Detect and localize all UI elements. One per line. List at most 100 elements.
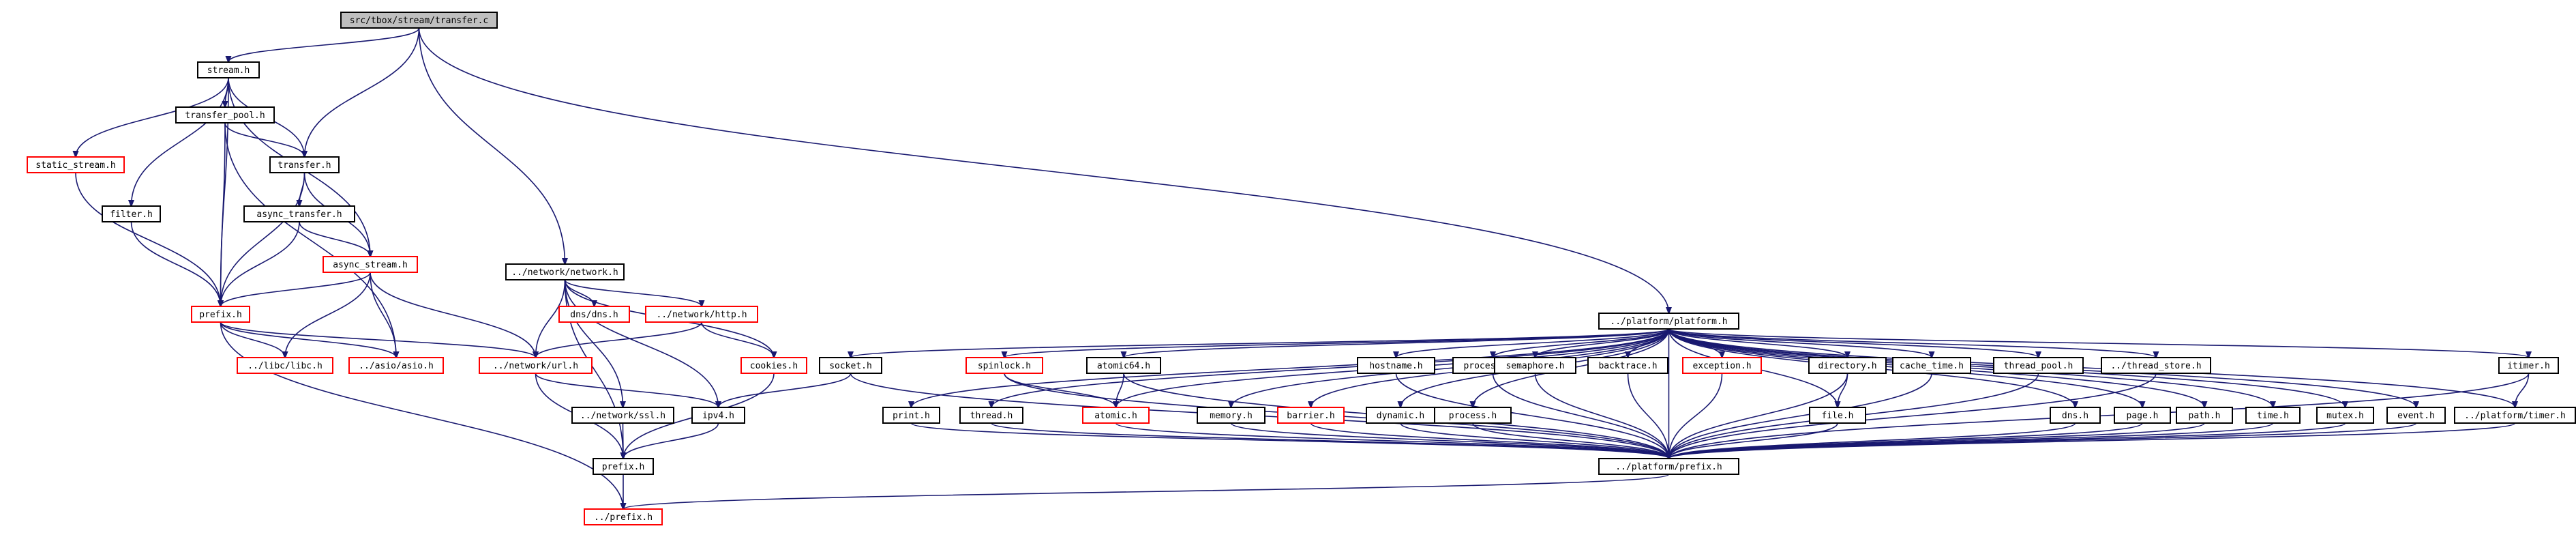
edge-http-to-cookies xyxy=(701,321,774,358)
node-box xyxy=(479,357,593,374)
edge-network-to-http xyxy=(564,279,702,306)
edge-prefix-to-url xyxy=(220,321,536,358)
node-mutex[interactable]: mutex.h xyxy=(2316,407,2374,424)
edge-root-to-network xyxy=(418,27,565,264)
edge-platform-to-thread xyxy=(991,328,1670,407)
node-memory[interactable]: memory.h xyxy=(1197,407,1265,424)
node-http[interactable]: ../network/http.h xyxy=(645,306,758,323)
node-box xyxy=(102,205,161,222)
node-file[interactable]: file.h xyxy=(1809,407,1866,424)
node-box xyxy=(819,357,882,374)
node-top-prefix[interactable]: ../prefix.h xyxy=(584,508,663,525)
edge-platform-to-print xyxy=(912,328,1670,407)
node-cache-time[interactable]: cache_time.h xyxy=(1892,357,1971,374)
node-atomic64[interactable]: atomic64.h xyxy=(1086,357,1161,374)
node-label: ../prefix.h xyxy=(594,512,653,523)
node-dynamic[interactable]: dynamic.h xyxy=(1366,407,1435,424)
edge-plat_prefix-to-top_prefix xyxy=(623,474,1670,509)
node-static-stream[interactable]: static_stream.h xyxy=(27,156,125,173)
node-dns-plat[interactable]: dns.h xyxy=(2050,407,2101,424)
node-filter[interactable]: filter.h xyxy=(102,205,161,222)
node-label: cookies.h xyxy=(750,361,798,371)
node-hostname[interactable]: hostname.h xyxy=(1357,357,1435,374)
node-box xyxy=(2454,407,2576,424)
node-box xyxy=(243,205,355,222)
node-async-transfer[interactable]: async_transfer.h xyxy=(243,205,355,222)
node-event[interactable]: event.h xyxy=(2386,407,2446,424)
node-spinlock[interactable]: spinlock.h xyxy=(965,357,1043,374)
node-box xyxy=(269,156,340,173)
edge-platform-to-directory xyxy=(1668,328,1848,358)
node-label: time.h xyxy=(2257,411,2289,421)
node-semaphore[interactable]: semaphore.h xyxy=(1494,357,1576,374)
node-dns-net[interactable]: dns/dns.h xyxy=(558,306,630,323)
edge-platform-to-plat_timer xyxy=(1668,328,2515,407)
edge-stream-to-static_stream xyxy=(76,77,229,157)
node-atomic[interactable]: atomic.h xyxy=(1082,407,1150,424)
node-label: socket.h xyxy=(829,361,872,371)
node-plat-timer[interactable]: ../platform/timer.h xyxy=(2454,407,2576,424)
node-plat-prefix[interactable]: ../platform/prefix.h xyxy=(1598,458,1739,475)
edge-filter-to-prefix xyxy=(130,221,221,306)
node-ipv4[interactable]: ipv4.h xyxy=(691,407,745,424)
node-box xyxy=(965,357,1043,374)
node-directory[interactable]: directory.h xyxy=(1808,357,1887,374)
node-box xyxy=(1086,357,1161,374)
node-label: dynamic.h xyxy=(1377,411,1424,421)
node-socket[interactable]: socket.h xyxy=(819,357,882,374)
node-time[interactable]: time.h xyxy=(2245,407,2301,424)
edge-transfer_pool-to-prefix xyxy=(221,122,226,306)
node-box xyxy=(1993,357,2084,374)
node-itimer[interactable]: itimer.h xyxy=(2498,357,2559,374)
node-box xyxy=(2245,407,2301,424)
node-libc[interactable]: ../libc/libc.h xyxy=(237,357,333,374)
node-print[interactable]: print.h xyxy=(882,407,940,424)
node-label: static_stream.h xyxy=(35,160,115,171)
node-stream[interactable]: stream.h xyxy=(197,61,260,78)
node-exception[interactable]: exception.h xyxy=(1682,357,1762,374)
node-network[interactable]: ../network/network.h xyxy=(505,263,625,280)
edge-semaphore-to-plat_prefix xyxy=(1534,373,1669,459)
node-label: ../platform/timer.h xyxy=(2464,411,2566,421)
node-transfer[interactable]: transfer.h xyxy=(269,156,340,173)
node-url[interactable]: ../network/url.h xyxy=(479,357,593,374)
node-label: ../network/url.h xyxy=(493,361,578,371)
node-path[interactable]: path.h xyxy=(2176,407,2233,424)
node-async-stream[interactable]: async_stream.h xyxy=(323,256,418,273)
node-ssl[interactable]: ../network/ssl.h xyxy=(571,407,674,424)
node-cookies[interactable]: cookies.h xyxy=(740,357,807,374)
edge-root-to-platform xyxy=(418,27,1669,313)
node-box xyxy=(2498,357,2559,374)
node-barrier[interactable]: barrier.h xyxy=(1277,407,1345,424)
node-platform[interactable]: ../platform/platform.h xyxy=(1598,313,1739,330)
edge-dynamic-to-plat_prefix xyxy=(1400,422,1669,459)
node-label: barrier.h xyxy=(1287,411,1334,421)
node-transfer-pool[interactable]: transfer_pool.h xyxy=(175,106,275,124)
edge-barrier-to-plat_prefix xyxy=(1310,422,1669,459)
node-prefix[interactable]: prefix.h xyxy=(191,306,250,323)
edge-ssl-to-net_prefix xyxy=(623,422,624,459)
edge-platform-to-thread_store xyxy=(1668,328,2157,358)
edge-transfer_pool-to-transfer xyxy=(224,122,305,157)
node-box xyxy=(740,357,807,374)
node-thread[interactable]: thread.h xyxy=(959,407,1023,424)
node-box xyxy=(505,263,625,280)
edge-static_stream-to-prefix xyxy=(75,172,221,306)
node-thread-store[interactable]: ../thread_store.h xyxy=(2101,357,2211,374)
node-asio[interactable]: ../asio/asio.h xyxy=(348,357,444,374)
edge-network-to-url xyxy=(536,279,566,358)
edge-async_stream-to-url xyxy=(370,272,536,358)
edge-platform-to-atomic64 xyxy=(1124,328,1670,358)
node-backtrace[interactable]: backtrace.h xyxy=(1587,357,1668,374)
node-label: prefix.h xyxy=(602,462,645,472)
node-net-prefix[interactable]: prefix.h xyxy=(593,458,654,475)
node-page[interactable]: page.h xyxy=(2114,407,2171,424)
node-process[interactable]: process.h xyxy=(1434,407,1512,424)
node-label: ../network/ssl.h xyxy=(580,411,665,421)
node-thread-pool[interactable]: thread_pool.h xyxy=(1993,357,2084,374)
node-label: directory.h xyxy=(1818,361,1876,371)
node-label: cache_time.h xyxy=(1900,361,1964,371)
edge-processor-to-plat_prefix xyxy=(1492,373,1669,459)
node-label: event.h xyxy=(2397,411,2435,421)
